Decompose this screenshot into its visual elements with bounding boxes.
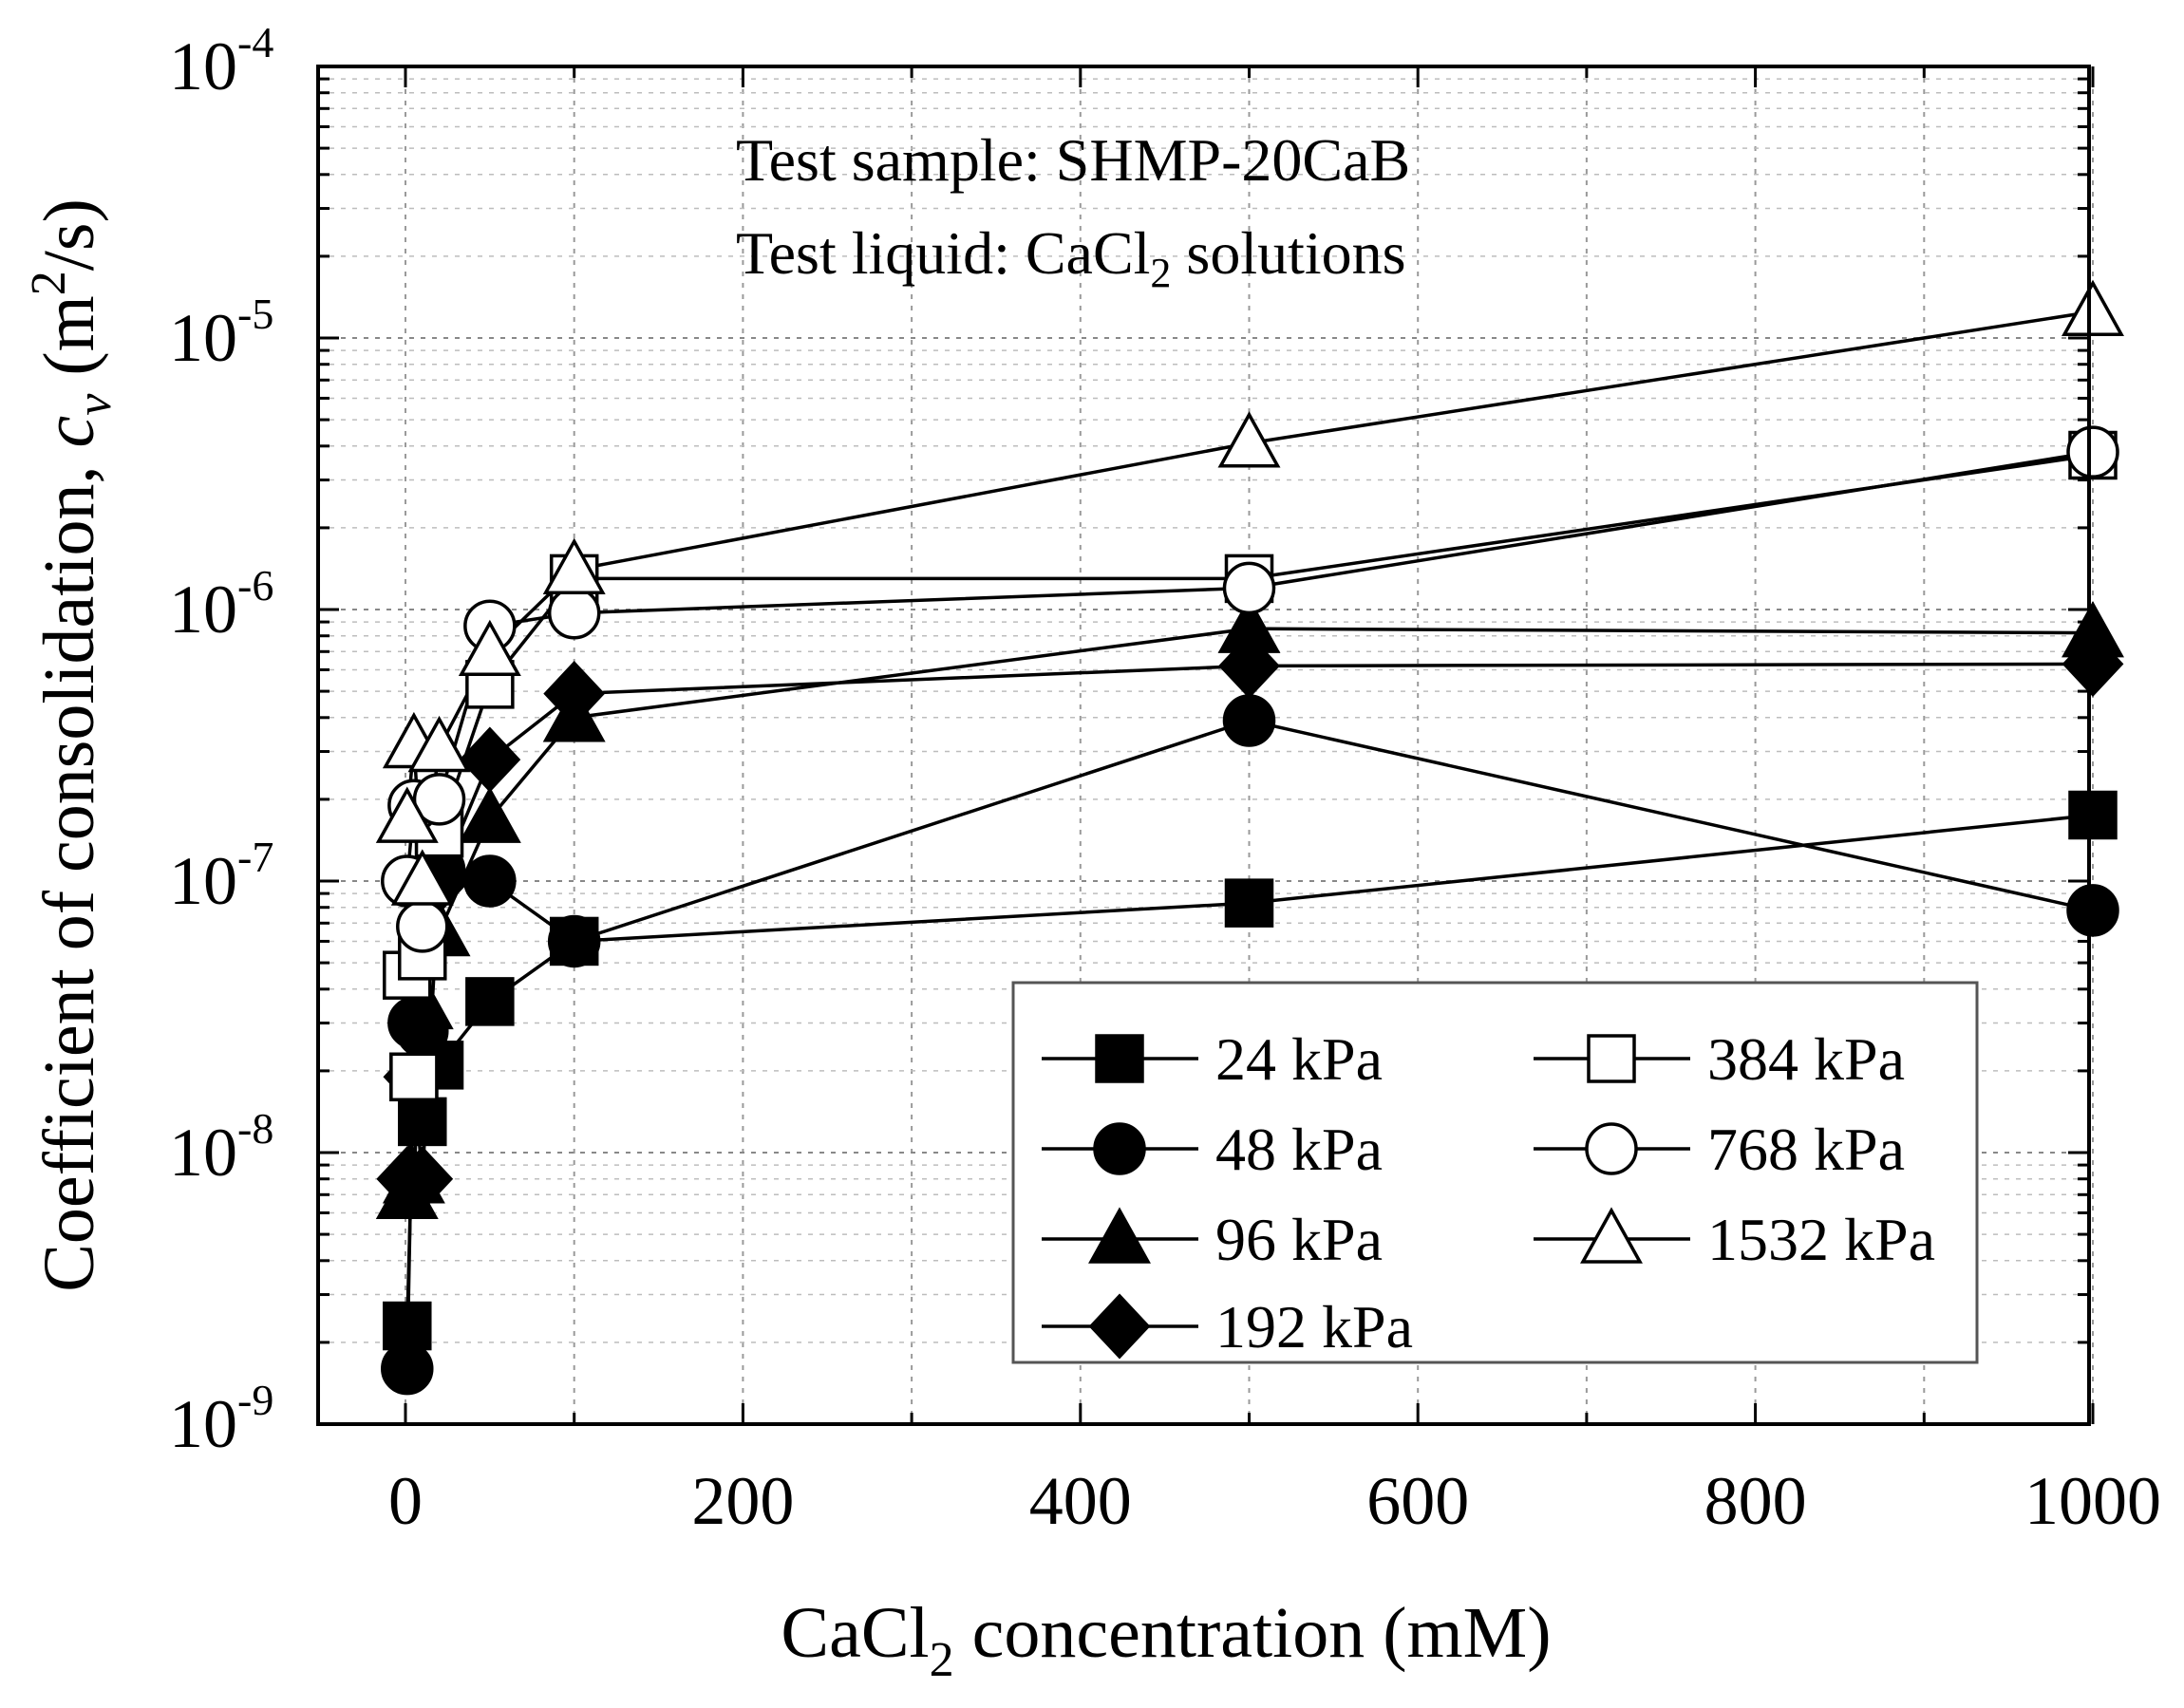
y-axis-title-variable-subscript: v [67, 393, 122, 416]
data-point-1532-kpa [407, 715, 471, 773]
y-tick-labels: 10-910-810-710-610-510-4 [169, 18, 273, 1462]
y-tick-label: 10-6 [169, 561, 273, 648]
legend-label-1532-kpa: 1532 kPa [1707, 1206, 1935, 1273]
x-axis-title-subscript: 2 [930, 1633, 954, 1687]
y-tick-label-base: 10 [169, 300, 237, 376]
legend-marker-768-kpa [1585, 1122, 1638, 1175]
data-point-192-kpa [543, 661, 606, 727]
data-point-1532-kpa [542, 537, 606, 594]
data-point-384-kpa [389, 1052, 439, 1102]
legend-label-192-kpa: 192 kPa [1215, 1293, 1413, 1361]
y-tick-label-exponent: -4 [237, 18, 273, 66]
data-point-192-kpa [2062, 630, 2124, 697]
series-markers [375, 279, 2124, 1396]
annotation-liquid-suffix: solutions [1171, 219, 1405, 287]
y-tick-label-exponent: -6 [237, 561, 273, 610]
annotation-liquid-subscript: 2 [1150, 250, 1171, 296]
x-tick-label: 1000 [2024, 1463, 2161, 1539]
legend-marker-1532-kpa [1580, 1207, 1643, 1264]
annotation-liquid-text: Test liquid: CaCl [736, 219, 1150, 287]
legend-marker-48-kpa [1093, 1122, 1146, 1175]
y-tick-label-exponent: -5 [237, 290, 273, 338]
x-axis-title-suffix: concentration (mM) [954, 1593, 1552, 1673]
data-point-48-kpa [1222, 694, 1276, 747]
y-tick-label-base: 10 [169, 28, 237, 104]
data-point-1532-kpa [375, 786, 439, 843]
plot-frame [316, 65, 2091, 1426]
legend-marker-24-kpa [1095, 1034, 1144, 1083]
legend-marker-192-kpa [1088, 1293, 1151, 1360]
data-point-192-kpa [459, 726, 521, 793]
legend-items: 24 kPa 48 kPa 96 kPa 192 kPa 384 kPa 768 kPa 1… [1042, 1025, 1935, 1361]
legend-label-24-kpa: 24 kPa [1215, 1025, 1383, 1093]
data-point-768-kpa [2066, 425, 2119, 479]
y-axis-title-text: Coefficient of consolidation, [29, 447, 109, 1291]
y-axis-title-variable: c [29, 416, 109, 448]
data-point-24-kpa [465, 977, 515, 1026]
legend-marker-96-kpa [1088, 1207, 1151, 1264]
y-tick-label-base: 10 [169, 1386, 237, 1462]
y-tick-label: 10-4 [169, 18, 273, 104]
data-point-192-kpa [391, 1146, 454, 1212]
data-point-1532-kpa [390, 849, 454, 906]
data-point-1532-kpa [2062, 279, 2124, 337]
x-tick-label: 400 [1029, 1463, 1132, 1539]
x-axis-title: CaCl2 concentration (mM) [781, 1593, 1551, 1687]
y-axis-title-unit-suffix: /s) [29, 198, 109, 271]
data-point-768-kpa [547, 587, 601, 640]
x-tick-label: 600 [1366, 1463, 1469, 1539]
y-axis-title-unit: (m [29, 295, 109, 393]
x-tick-label: 0 [388, 1463, 423, 1539]
data-point-48-kpa [463, 854, 517, 908]
data-point-96-kpa [458, 786, 521, 843]
x-tick-label: 200 [691, 1463, 794, 1539]
y-tick-label-exponent: -9 [237, 1376, 273, 1424]
data-point-1532-kpa [1217, 411, 1281, 468]
legend-label-96-kpa: 96 kPa [1215, 1206, 1383, 1273]
y-tick-label: 10-8 [169, 1104, 273, 1191]
data-point-768-kpa [1222, 561, 1276, 615]
data-point-768-kpa [396, 900, 449, 953]
data-point-96-kpa [390, 972, 454, 1030]
data-point-48-kpa [381, 1342, 434, 1396]
data-point-768-kpa [412, 773, 466, 826]
x-tick-label: 800 [1704, 1463, 1807, 1539]
legend-label-384-kpa: 384 kPa [1707, 1025, 1905, 1093]
y-tick-label: 10-5 [169, 290, 273, 376]
y-tick-label-base: 10 [169, 843, 237, 919]
y-tick-label: 10-7 [169, 833, 273, 919]
y-axis-title: Coefficient of consolidation, cv (m2/s) [22, 198, 122, 1292]
annotation-liquid: Test liquid: CaCl2 solutions [736, 219, 1406, 296]
y-tick-label: 10-9 [169, 1376, 273, 1462]
data-point-24-kpa [383, 1301, 432, 1351]
data-point-1532-kpa [458, 619, 521, 677]
x-axis-title-text: CaCl [781, 1593, 929, 1673]
y-tick-label-exponent: -7 [237, 833, 273, 881]
annotation-sample: Test sample: SHMP-20CaB [736, 126, 1410, 194]
y-tick-label-base: 10 [169, 1115, 237, 1191]
data-point-24-kpa [398, 1097, 447, 1147]
legend: 24 kPa 48 kPa 96 kPa 192 kPa 384 kPa 768 kPa 1… [1011, 981, 1979, 1364]
data-point-48-kpa [547, 914, 601, 968]
legend-marker-384-kpa [1587, 1034, 1636, 1083]
data-point-24-kpa [2068, 790, 2118, 840]
y-tick-label-exponent: -8 [237, 1104, 273, 1153]
y-tick-label-base: 10 [169, 572, 237, 648]
legend-label-48-kpa: 48 kPa [1215, 1116, 1383, 1183]
data-point-48-kpa [2066, 884, 2119, 937]
legend-box [1011, 981, 1979, 1364]
x-tick-labels: 0 200 400 600 800 1000 [388, 1463, 2161, 1539]
data-point-192-kpa [1218, 632, 1280, 699]
data-point-24-kpa [1224, 878, 1274, 928]
y-axis-title-unit-superscript: 2 [22, 271, 76, 295]
legend-label-768-kpa: 768 kPa [1707, 1116, 1905, 1183]
